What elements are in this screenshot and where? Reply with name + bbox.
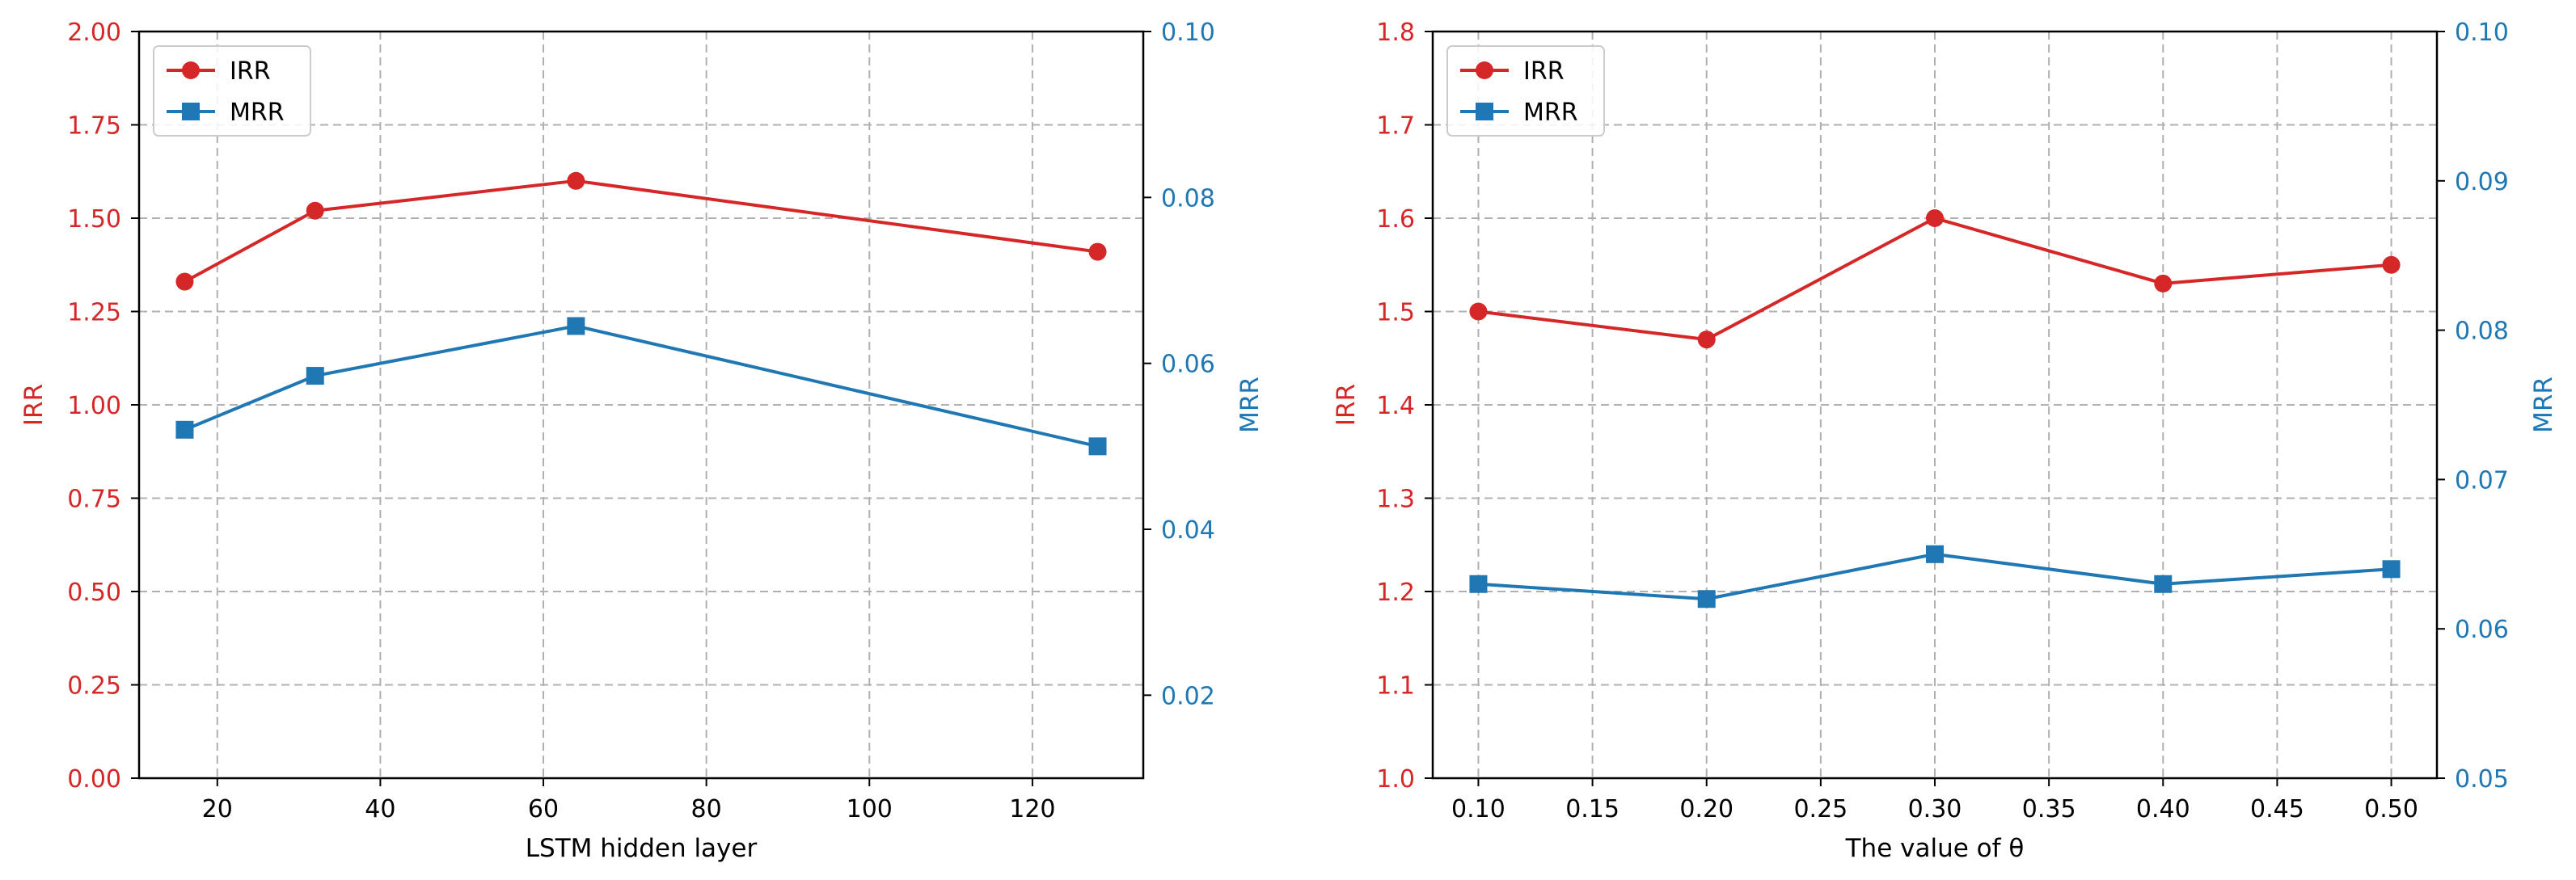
x-tick-label: 0.40	[2136, 795, 2190, 823]
left-y-tick-label: 1.00	[67, 392, 121, 420]
x-tick-label: 20	[202, 795, 233, 823]
grid	[139, 31, 1143, 779]
left-y-tick-label: 1.8	[1376, 19, 1415, 47]
legend-marker-mrr	[182, 103, 200, 120]
left-y-tick-label: 0.50	[67, 579, 121, 607]
series-line-irr	[184, 179, 1098, 284]
left-y-tick-label: 1.5	[1376, 299, 1415, 327]
legend-label-irr: IRR	[1523, 57, 1565, 86]
x-tick-label: 0.45	[2250, 795, 2304, 823]
legend: IRR MRR	[1446, 45, 1605, 137]
data-point-irr	[2382, 255, 2401, 274]
right-y-tick-label: 0.10	[1161, 19, 1215, 47]
left-y-tick-label: 1.2	[1376, 579, 1415, 607]
right-y-tick-label: 0.04	[1161, 516, 1215, 545]
left-y-tick-label: 1.6	[1376, 205, 1415, 234]
data-point-irr	[2154, 274, 2173, 293]
x-tick-label: 0.20	[1679, 795, 1734, 823]
legend-label-mrr: MRR	[1523, 99, 1578, 127]
left-y-tick-label: 1.0	[1376, 765, 1415, 794]
x-axis-label: LSTM hidden layer	[526, 834, 758, 863]
series-irr	[175, 171, 1107, 291]
x-tick-label: 60	[528, 795, 559, 823]
legend: IRR MRR	[153, 45, 311, 137]
x-tick-label: 120	[1009, 795, 1055, 823]
legend-marker-irr	[182, 61, 200, 79]
data-point-mrr	[1697, 590, 1716, 608]
data-point-mrr	[2382, 560, 2401, 579]
grid	[1433, 31, 2437, 779]
left-y-tick-label: 1.7	[1376, 112, 1415, 141]
left-y-axis-label: IRR	[19, 384, 49, 426]
data-point-mrr	[1469, 575, 1488, 593]
chart-panel-1: 20 40 60 80 100 120 LSTM hidden layer 0.00 0.25 0…	[19, 19, 1265, 863]
legend-marker-mrr	[1476, 103, 1493, 120]
data-point-irr	[1697, 331, 1716, 349]
right-y-tick-label: 0.06	[2455, 616, 2509, 644]
x-tick-label: 0.15	[1565, 795, 1620, 823]
x-axis-label: The value of θ	[1845, 834, 2025, 863]
right-y-tick-label: 0.07	[2455, 466, 2509, 495]
left-y-tick-label: 1.4	[1376, 392, 1415, 420]
data-point-irr	[1088, 242, 1107, 261]
data-point-irr	[306, 201, 324, 220]
data-point-irr	[175, 272, 194, 291]
left-y-tick-label: 1.75	[67, 112, 121, 141]
right-y-axis-label: MRR	[1235, 377, 1265, 433]
left-y-tick-label: 0.75	[67, 486, 121, 514]
left-y-tick-label: 0.00	[67, 765, 121, 794]
right-y-tick-label: 0.08	[1161, 184, 1215, 213]
x-tick-label: 100	[847, 795, 893, 823]
data-point-mrr	[1926, 545, 1944, 563]
right-y-axis-label: MRR	[2529, 377, 2558, 433]
left-y-tick-label: 0.25	[67, 672, 121, 701]
x-tick-label: 0.50	[2364, 795, 2418, 823]
data-point-mrr	[306, 367, 324, 385]
right-y-tick-label: 0.10	[2455, 19, 2509, 47]
chart-panel-2: 0.10 0.15 0.20 0.25 0.30 0.35 0.40 0.45 0.50 The …	[1332, 19, 2558, 863]
left-y-axis-label: IRR	[1332, 384, 1361, 426]
x-tick-label: 0.25	[1793, 795, 1848, 823]
legend-label-irr: IRR	[230, 57, 271, 86]
x-tick-label: 40	[365, 795, 395, 823]
axes-frame	[137, 30, 1145, 780]
series-irr	[1469, 209, 2401, 349]
series-mrr	[1469, 545, 2401, 608]
right-y-tick-label: 0.05	[2455, 765, 2509, 794]
left-y-tick-label: 2.00	[67, 19, 121, 47]
x-tick-label: 0.35	[2022, 795, 2076, 823]
x-tick-label: 0.30	[1908, 795, 1962, 823]
legend-label-mrr: MRR	[230, 99, 285, 127]
series-mrr	[175, 317, 1107, 456]
data-point-mrr	[2154, 575, 2173, 593]
data-point-mrr	[567, 317, 585, 335]
series-line-mrr	[184, 324, 1098, 448]
data-point-mrr	[175, 420, 194, 439]
data-point-irr	[1469, 302, 1488, 321]
data-point-irr	[567, 171, 585, 190]
right-y-tick-label: 0.06	[1161, 351, 1215, 379]
left-y-tick-label: 1.25	[67, 299, 121, 327]
legend-marker-irr	[1476, 61, 1493, 79]
data-point-mrr	[1088, 437, 1107, 456]
left-y-tick-label: 1.1	[1376, 672, 1415, 701]
right-y-tick-label: 0.09	[2455, 168, 2509, 196]
right-y-tick-label: 0.08	[2455, 318, 2509, 346]
right-y-tick-label: 0.02	[1161, 682, 1215, 710]
x-tick-label: 80	[691, 795, 722, 823]
left-y-tick-label: 1.50	[67, 205, 121, 234]
x-tick-label: 0.10	[1451, 795, 1505, 823]
data-point-irr	[1926, 209, 1944, 227]
left-y-tick-label: 1.3	[1376, 486, 1415, 514]
axes-frame	[1431, 30, 2439, 780]
